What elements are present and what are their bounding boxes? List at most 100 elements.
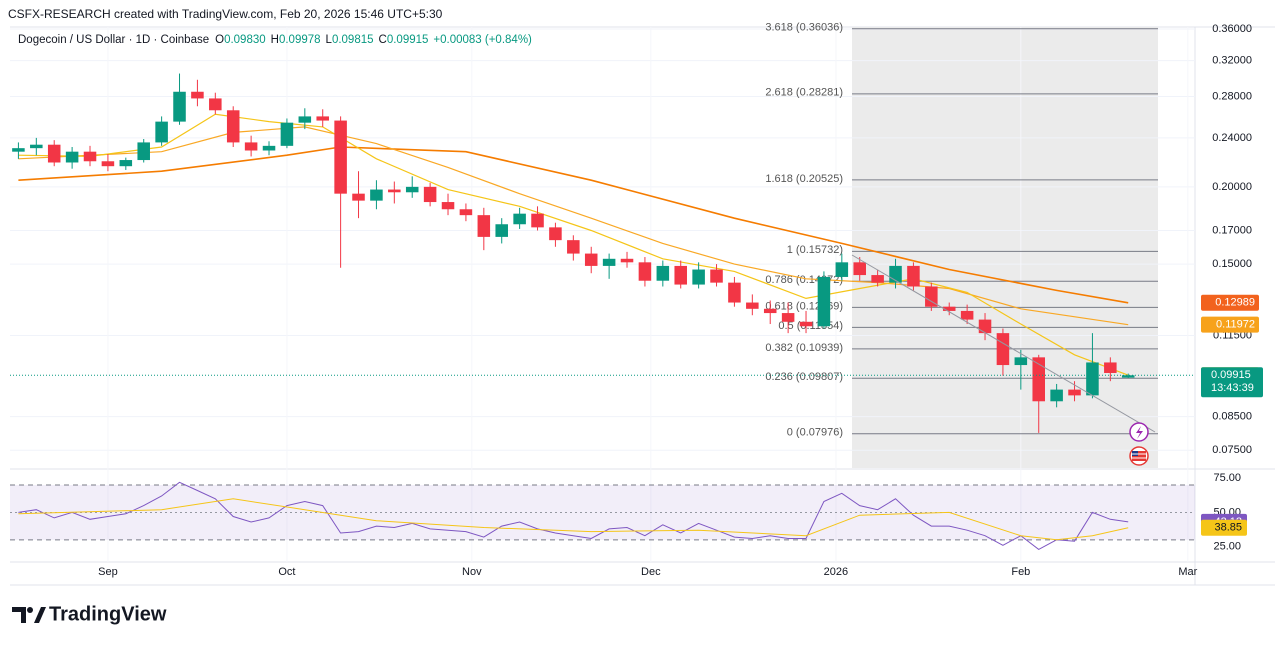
fib-label: 0.618 (0.12769)	[765, 300, 843, 312]
candle-body	[244, 142, 258, 151]
candle-body	[925, 286, 938, 307]
candle-body	[119, 160, 133, 167]
ma-label-box	[1201, 294, 1259, 311]
ohlc-value: 0.09830	[224, 34, 266, 46]
x-tick-label: Oct	[278, 566, 295, 578]
rsi-ma-line	[18, 498, 1129, 541]
rsi-label-box	[1201, 519, 1247, 536]
change: +0.00083 (+0.84%)	[433, 34, 532, 46]
candle-body	[1050, 389, 1063, 402]
candle-body	[942, 306, 956, 311]
candle-body	[459, 209, 473, 216]
rsi-tick-label: 25.00	[1213, 541, 1241, 553]
ma-label-box	[1201, 316, 1259, 333]
candle-body	[692, 269, 705, 285]
candle-body	[47, 144, 61, 163]
candle-body	[799, 321, 813, 327]
candle-body	[602, 258, 616, 266]
candle-body	[173, 91, 186, 122]
x-tick-label: Mar	[1178, 566, 1197, 578]
candle-body	[853, 262, 866, 276]
candle-body	[423, 186, 437, 203]
candle-body	[638, 262, 652, 281]
y-tick-label: 0.32000	[1212, 55, 1252, 67]
candle-body	[226, 110, 240, 143]
candle-body	[513, 213, 526, 225]
y-tick-label: 0.15000	[1212, 258, 1252, 270]
y-tick-label: 0.07500	[1212, 444, 1252, 456]
fib-label: 1 (0.15732)	[787, 244, 843, 256]
x-tick-label: Feb	[1011, 566, 1030, 578]
candle-body	[996, 333, 1010, 366]
x-tick-label: Sep	[98, 566, 118, 578]
candle-body	[1104, 362, 1117, 373]
x-tick-label: 2026	[824, 566, 848, 578]
candle-body	[65, 151, 79, 163]
candle-body	[209, 98, 222, 111]
ohlc-key: O	[215, 34, 225, 46]
countdown: 13:43:39	[1211, 382, 1254, 394]
candle-body	[1086, 362, 1099, 396]
candle-body	[137, 142, 150, 161]
lightning-icon	[1136, 426, 1143, 439]
candle-body	[370, 189, 383, 201]
y-tick-label: 0.24000	[1212, 132, 1252, 144]
candle-body	[298, 116, 312, 123]
candle-body	[960, 310, 974, 320]
candle-body	[334, 120, 347, 194]
flag-icon	[1132, 451, 1146, 461]
fib-label: 0.236 (0.09807)	[765, 371, 843, 383]
ohlc-key: H	[270, 34, 279, 46]
candle-body	[817, 276, 831, 327]
moving-average	[18, 146, 1129, 304]
ohlc-value: 0.09978	[278, 34, 321, 46]
y-tick-label: 0.28000	[1212, 90, 1252, 102]
y-tick-label: 0.17000	[1212, 224, 1252, 236]
candle-body	[388, 189, 401, 193]
candle-body	[101, 161, 115, 167]
candle-body	[405, 186, 419, 193]
ma-label: 0.12989	[1215, 297, 1255, 309]
candle-body	[871, 275, 884, 283]
trendline	[851, 254, 1156, 433]
candle-body	[1068, 389, 1081, 396]
price-label: 0.09915	[1211, 369, 1251, 381]
rsi-band	[10, 485, 1195, 540]
candle-body	[763, 308, 777, 314]
header: CSFX-RESEARCH created with TradingView.c…	[8, 7, 443, 21]
x-tick-label: Dec	[641, 566, 661, 578]
y-tick-label: 0.08500	[1212, 411, 1252, 423]
y-tick-label: 0.36000	[1212, 23, 1252, 35]
candle-body	[710, 269, 723, 283]
fib-region	[852, 27, 1158, 468]
candle-body	[531, 213, 544, 228]
candle-body	[907, 265, 920, 287]
candle-body	[620, 258, 634, 263]
candle-body	[781, 313, 795, 322]
candle-body	[280, 122, 294, 146]
candle-body	[352, 193, 365, 201]
symbol: Dogecoin / US Dollar · 1D · Coinbase	[18, 34, 210, 46]
candle-body	[978, 319, 992, 334]
brand: TradingView	[49, 603, 167, 625]
candle-body	[155, 121, 168, 143]
candle-body	[12, 148, 25, 152]
candle-body	[674, 265, 687, 285]
ohlc-key: C	[378, 34, 387, 46]
fib-label: 1.618 (0.20525)	[765, 173, 843, 185]
candle-body	[1032, 357, 1045, 402]
candle-body	[441, 202, 455, 210]
candle-body	[656, 265, 670, 281]
y-tick-label: 0.20000	[1212, 181, 1252, 193]
candle-body	[316, 116, 329, 121]
logo: TradingView	[12, 603, 167, 625]
fib-label: 3.618 (0.36036)	[765, 22, 843, 34]
fib-label: 0.382 (0.10939)	[765, 342, 843, 354]
candle-body	[262, 145, 276, 151]
candle-body	[495, 224, 508, 237]
rsi-tick-label: 75.00	[1213, 472, 1241, 484]
fib-label: 0 (0.07976)	[787, 427, 843, 439]
candle-body	[835, 262, 849, 277]
